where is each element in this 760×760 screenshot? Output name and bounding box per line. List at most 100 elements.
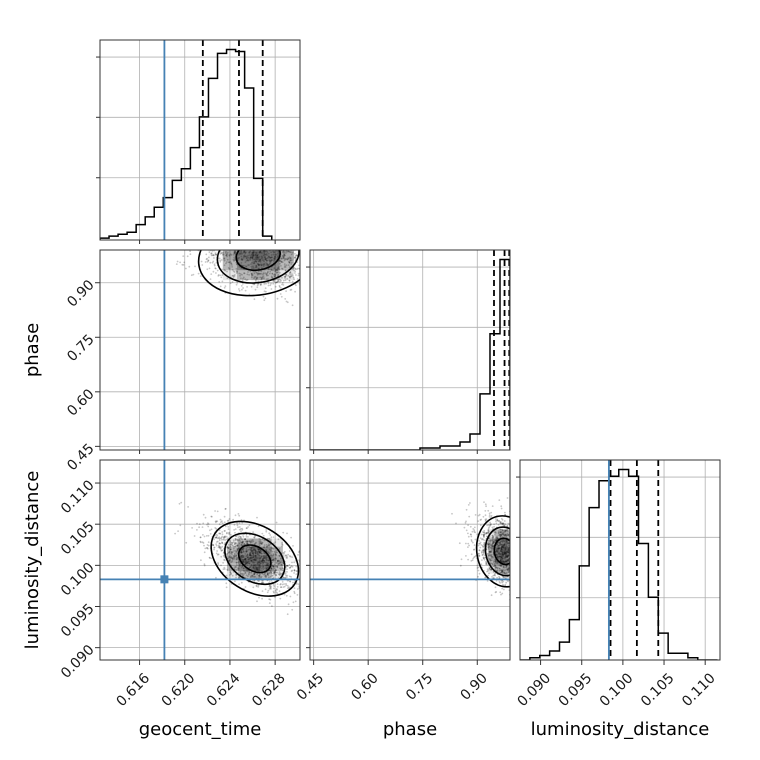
sample-point bbox=[532, 553, 534, 555]
sample-point bbox=[271, 565, 274, 567]
sample-point bbox=[250, 229, 252, 231]
sample-point bbox=[284, 279, 287, 282]
sample-point bbox=[203, 246, 205, 248]
sample-point bbox=[530, 580, 532, 582]
sample-point bbox=[208, 251, 211, 254]
sample-point bbox=[498, 575, 500, 578]
sample-point bbox=[264, 217, 266, 219]
sample-point bbox=[232, 253, 235, 256]
sample-point bbox=[233, 274, 236, 276]
sample-point bbox=[526, 567, 528, 569]
sample-point bbox=[497, 545, 500, 547]
sample-point bbox=[471, 530, 474, 533]
sample-point bbox=[505, 529, 507, 532]
sample-point bbox=[514, 575, 516, 577]
sample-point bbox=[495, 566, 498, 569]
sample-point bbox=[268, 532, 271, 535]
sample-point bbox=[238, 577, 240, 579]
sample-point bbox=[288, 261, 291, 264]
sample-point bbox=[480, 563, 483, 566]
sample-point bbox=[270, 219, 272, 221]
sample-point bbox=[257, 227, 259, 229]
sample-point bbox=[533, 541, 535, 543]
sample-point bbox=[261, 541, 264, 544]
sample-point bbox=[527, 548, 529, 550]
sample-point bbox=[228, 207, 230, 209]
sample-point bbox=[260, 270, 263, 273]
sample-point bbox=[264, 564, 267, 567]
sample-point bbox=[522, 562, 524, 564]
sample-point bbox=[477, 544, 480, 547]
sample-point bbox=[311, 243, 313, 245]
sample-point bbox=[197, 246, 199, 248]
sample-point bbox=[280, 586, 283, 588]
sample-point bbox=[266, 564, 269, 567]
sample-point bbox=[233, 566, 236, 569]
sample-point bbox=[223, 257, 226, 259]
sample-point bbox=[272, 536, 275, 539]
sample-point bbox=[213, 538, 215, 541]
axes-layer: 0.616 0.620 0.624 0.628 0.45 0.60 0.75 0.90 0.09… bbox=[22, 39, 721, 740]
sample-point bbox=[215, 242, 217, 244]
sample-point bbox=[205, 535, 208, 537]
sample-point bbox=[218, 536, 221, 539]
sample-point bbox=[219, 547, 221, 550]
sample-point bbox=[491, 545, 493, 547]
density-cell bbox=[238, 546, 250, 555]
sample-point bbox=[253, 276, 256, 279]
sample-point bbox=[279, 229, 281, 231]
sample-point bbox=[295, 565, 298, 568]
sample-point bbox=[293, 266, 295, 269]
sample-point bbox=[262, 273, 264, 276]
sample-point bbox=[260, 277, 263, 279]
sample-point bbox=[237, 568, 240, 571]
sample-point bbox=[521, 552, 523, 554]
sample-point bbox=[305, 239, 307, 241]
sample-point bbox=[294, 272, 296, 274]
sample-point bbox=[262, 565, 265, 568]
sample-point bbox=[484, 561, 487, 563]
sample-point bbox=[516, 566, 518, 568]
sample-point bbox=[292, 231, 294, 233]
sample-point bbox=[249, 243, 251, 245]
sample-point bbox=[230, 254, 233, 256]
sample-point bbox=[233, 523, 236, 526]
sample-point bbox=[511, 574, 513, 576]
sample-point bbox=[264, 575, 266, 578]
sample-point bbox=[289, 257, 292, 260]
sample-point bbox=[236, 550, 239, 552]
sample-point bbox=[296, 278, 299, 280]
sample-point bbox=[467, 535, 470, 538]
sample-point bbox=[526, 584, 528, 586]
sample-point bbox=[256, 516, 258, 519]
sample-point bbox=[501, 522, 504, 525]
sample-point bbox=[327, 275, 329, 277]
sample-point bbox=[248, 540, 251, 542]
sample-point bbox=[249, 541, 252, 544]
sample-point bbox=[522, 543, 524, 545]
sample-point bbox=[247, 572, 250, 575]
sample-point bbox=[503, 566, 505, 569]
sample-point bbox=[508, 560, 510, 563]
sample-point bbox=[279, 572, 281, 575]
sample-point bbox=[288, 550, 291, 552]
density-cell bbox=[222, 260, 237, 271]
sample-point bbox=[302, 267, 304, 269]
sample-point bbox=[276, 559, 279, 562]
sample-point bbox=[315, 271, 317, 273]
sample-point bbox=[324, 264, 326, 266]
sample-point bbox=[513, 553, 515, 555]
sample-point bbox=[242, 567, 245, 570]
sample-point bbox=[244, 572, 247, 575]
sample-point bbox=[483, 543, 486, 545]
sample-point bbox=[250, 242, 252, 244]
sample-point bbox=[272, 559, 275, 562]
sample-point bbox=[278, 266, 280, 268]
sample-point bbox=[240, 243, 242, 245]
y-tick-label: 0.090 bbox=[58, 642, 98, 682]
density-cell bbox=[249, 562, 261, 572]
sample-point bbox=[272, 269, 274, 272]
sample-point bbox=[230, 246, 232, 248]
sample-point bbox=[283, 255, 285, 258]
sample-point bbox=[284, 269, 287, 272]
